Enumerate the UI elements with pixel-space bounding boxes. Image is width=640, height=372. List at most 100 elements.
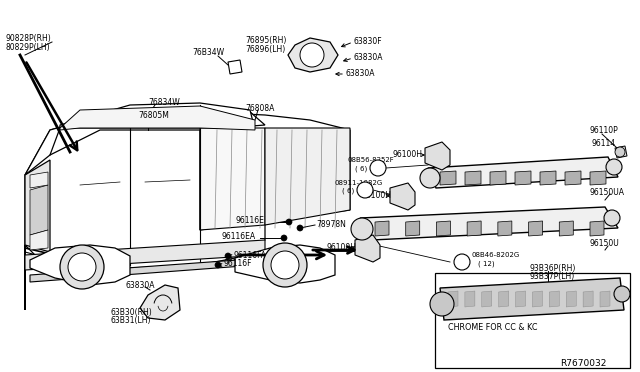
Text: 08911-1082G: 08911-1082G <box>335 180 383 186</box>
Polygon shape <box>498 221 512 236</box>
Polygon shape <box>532 291 543 307</box>
Polygon shape <box>540 171 556 185</box>
Circle shape <box>606 159 622 175</box>
Circle shape <box>281 235 287 241</box>
Polygon shape <box>375 221 389 236</box>
Text: 96116FA: 96116FA <box>234 250 267 260</box>
Polygon shape <box>499 291 509 307</box>
Circle shape <box>68 253 96 281</box>
Circle shape <box>615 147 625 157</box>
Polygon shape <box>60 106 255 130</box>
Text: 76B34W: 76B34W <box>192 48 224 57</box>
Polygon shape <box>583 291 593 307</box>
Polygon shape <box>615 146 627 158</box>
Polygon shape <box>436 221 451 236</box>
Polygon shape <box>25 160 50 252</box>
Polygon shape <box>529 221 543 236</box>
Text: 76895(RH): 76895(RH) <box>245 35 286 45</box>
Circle shape <box>271 251 299 279</box>
Circle shape <box>60 245 104 289</box>
Polygon shape <box>428 157 618 188</box>
Polygon shape <box>590 171 606 185</box>
Circle shape <box>263 243 307 287</box>
Circle shape <box>430 292 454 316</box>
Text: 96100H: 96100H <box>327 244 357 253</box>
Polygon shape <box>440 171 456 185</box>
Polygon shape <box>30 258 270 282</box>
Text: 90828P(RH): 90828P(RH) <box>5 33 51 42</box>
Text: 08B56-8252F: 08B56-8252F <box>348 157 395 163</box>
Text: CHROME FOR CC & KC: CHROME FOR CC & KC <box>448 324 538 333</box>
Text: 63830F: 63830F <box>354 36 383 45</box>
Polygon shape <box>30 185 48 235</box>
Text: 63B31(LH): 63B31(LH) <box>110 317 150 326</box>
Text: 96116F: 96116F <box>224 260 253 269</box>
Text: 63830A: 63830A <box>354 52 383 61</box>
Text: N: N <box>361 186 367 195</box>
Text: R7670032: R7670032 <box>560 359 606 369</box>
Text: 76896(LH): 76896(LH) <box>245 45 285 54</box>
Polygon shape <box>360 207 618 240</box>
Polygon shape <box>200 112 350 230</box>
Polygon shape <box>288 38 338 72</box>
Text: 63830A: 63830A <box>346 68 376 77</box>
Polygon shape <box>25 105 265 175</box>
Polygon shape <box>448 291 458 307</box>
Text: 76808A: 76808A <box>245 103 275 112</box>
Polygon shape <box>490 171 506 185</box>
Text: 93B36P(RH): 93B36P(RH) <box>530 263 577 273</box>
Polygon shape <box>228 60 242 74</box>
Polygon shape <box>465 171 481 185</box>
Circle shape <box>225 253 231 259</box>
Polygon shape <box>425 142 450 170</box>
Text: 93B37P(LH): 93B37P(LH) <box>530 273 575 282</box>
Polygon shape <box>600 291 610 307</box>
Circle shape <box>604 210 620 226</box>
Polygon shape <box>30 230 48 250</box>
Polygon shape <box>25 105 265 310</box>
Text: 96114: 96114 <box>592 138 616 148</box>
Polygon shape <box>465 291 475 307</box>
Text: 76805M: 76805M <box>138 110 169 119</box>
Circle shape <box>357 182 373 198</box>
Polygon shape <box>60 103 255 130</box>
Text: ( 12): ( 12) <box>478 261 495 267</box>
Text: 96110P: 96110P <box>590 125 619 135</box>
Polygon shape <box>559 221 573 236</box>
Circle shape <box>614 286 630 302</box>
Polygon shape <box>390 183 415 210</box>
Circle shape <box>297 225 303 231</box>
Text: 96116EA: 96116EA <box>222 231 256 241</box>
Circle shape <box>300 43 324 67</box>
Text: 96100H: 96100H <box>362 190 392 199</box>
Polygon shape <box>200 128 265 230</box>
Circle shape <box>420 168 440 188</box>
Text: 80829P(LH): 80829P(LH) <box>5 42 50 51</box>
Text: 96116E: 96116E <box>235 215 264 224</box>
Polygon shape <box>482 291 492 307</box>
Text: 78978N: 78978N <box>316 219 346 228</box>
Polygon shape <box>590 221 604 236</box>
Circle shape <box>351 218 373 240</box>
Polygon shape <box>25 240 265 270</box>
Text: 96150U: 96150U <box>590 240 620 248</box>
Text: 96150UA: 96150UA <box>590 187 625 196</box>
Text: 63830A: 63830A <box>125 280 154 289</box>
Polygon shape <box>30 245 130 285</box>
Text: 08B46-8202G: 08B46-8202G <box>472 252 520 258</box>
Polygon shape <box>355 235 380 262</box>
Text: 96100H: 96100H <box>393 150 423 158</box>
Polygon shape <box>467 221 481 236</box>
Text: 76834W: 76834W <box>148 97 180 106</box>
Polygon shape <box>30 172 48 188</box>
Polygon shape <box>516 291 525 307</box>
Polygon shape <box>140 285 180 320</box>
Polygon shape <box>235 245 335 283</box>
Polygon shape <box>549 291 559 307</box>
Text: 63B30(RH): 63B30(RH) <box>110 308 152 317</box>
Polygon shape <box>440 278 624 320</box>
Circle shape <box>215 262 221 268</box>
Text: B: B <box>458 257 464 266</box>
Polygon shape <box>565 171 581 185</box>
Circle shape <box>454 254 470 270</box>
